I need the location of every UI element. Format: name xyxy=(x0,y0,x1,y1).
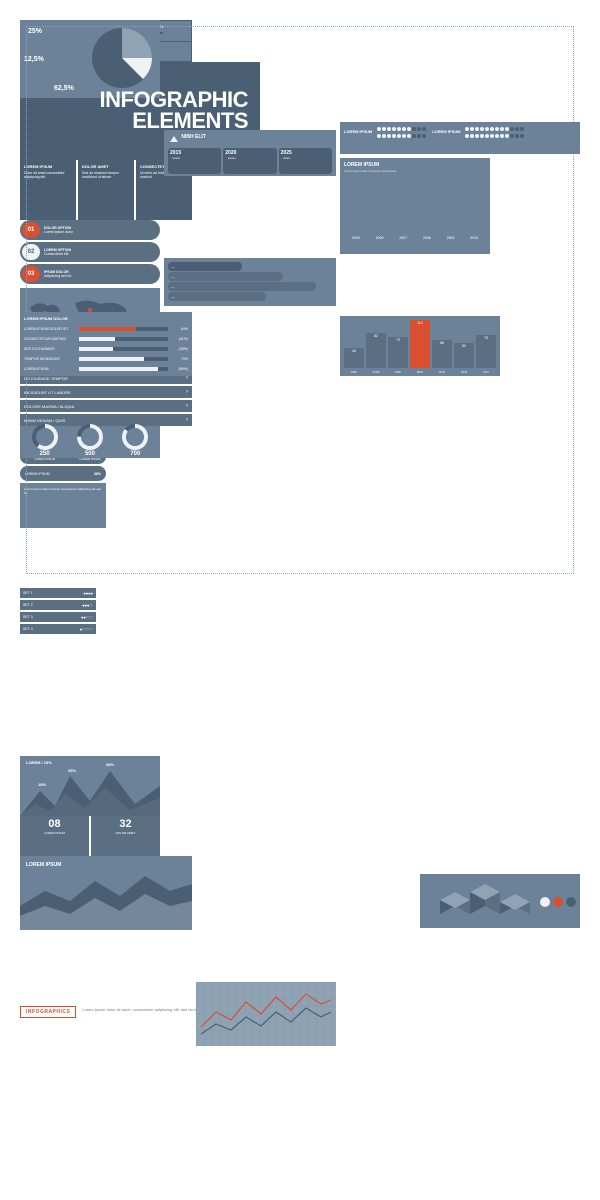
small-bar-chart: 468273112665978 MINLOWMIDMAXAVGSTDTOT xyxy=(340,316,500,376)
bar-chart-panel: LOREM IPSUM Lorem ipsum dolor sit amet c… xyxy=(340,158,490,254)
arrow-up-icon xyxy=(168,134,180,144)
mountain-chart: LOREM / 15% 18% 25% 38% xyxy=(20,756,160,816)
donut: 250LOREM IPSUM xyxy=(31,423,59,461)
footer-tag: INFOGRAPHICS xyxy=(20,1006,76,1018)
horizontal-bars: ———— xyxy=(164,258,336,306)
dot-matrix-panel: LOREM IPSUM LOREM IPSUM xyxy=(340,122,580,154)
rating-row: SET 1♥♥♥♥ xyxy=(20,588,96,598)
percentage-bars: LOREM IPSUM DOLOR LOREM IPSUM DOLOR SIT6… xyxy=(20,312,192,376)
rating-row: SET 2♥♥♥♡ xyxy=(20,600,96,610)
donut: 500LOREM IPSUM xyxy=(76,423,104,461)
donut-charts: 250LOREM IPSUM 500LOREM IPSUM 700LOREM IPS… xyxy=(20,426,160,458)
rating-row: SET 4♥♡♡♡ xyxy=(20,624,96,634)
area-chart: LOREM IPSUM xyxy=(20,856,192,930)
big-numbers: 08LOREM IPSUM 32DOLOR AMET xyxy=(20,814,160,856)
main-title: INFOGRAPHICELEMENTS xyxy=(100,90,249,132)
line-chart xyxy=(196,982,336,1046)
donut: 700LOREM IPSUM xyxy=(121,423,149,461)
rating-rows: SET 1♥♥♥♥ SET 2♥♥♥♡ SET 3♥♥♡♡ SET 4♥♡♡♡ xyxy=(20,588,96,636)
isometric-chart xyxy=(420,874,580,928)
timeline-panel: NIBH ELIT 2015● lorem 2020● ipsum 2025● … xyxy=(164,130,336,176)
rating-row: SET 3♥♥♡♡ xyxy=(20,612,96,622)
svg-text:LOREM IPSUM: LOREM IPSUM xyxy=(26,862,61,868)
